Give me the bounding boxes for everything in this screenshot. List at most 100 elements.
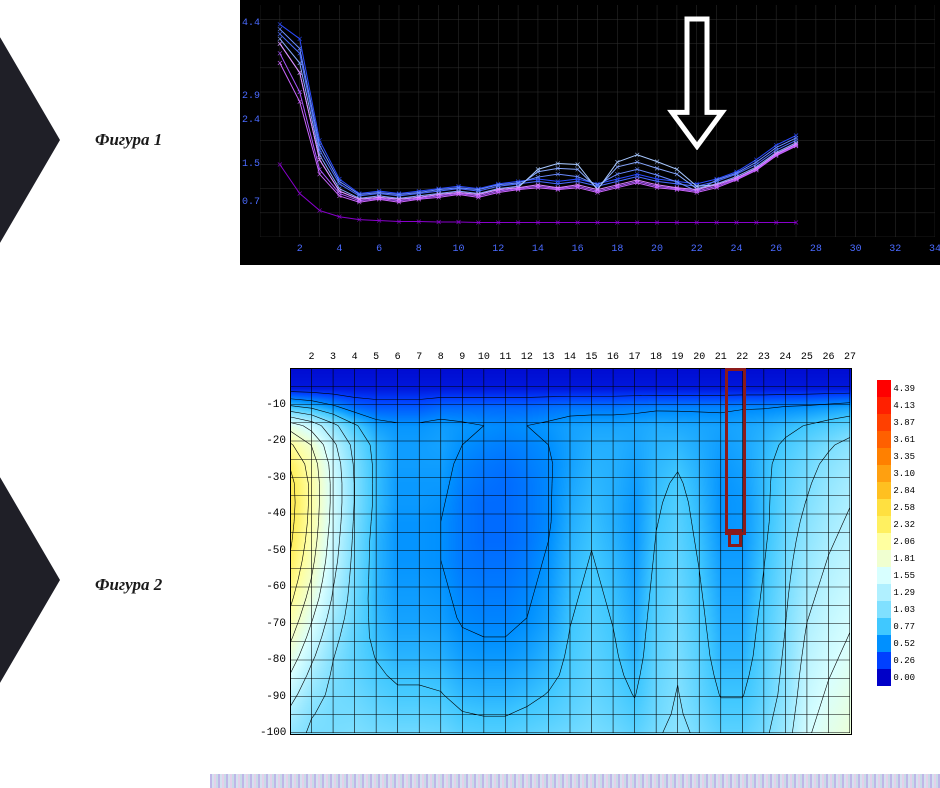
chart2-xtick: 25 xyxy=(801,352,813,363)
chart1-plot xyxy=(260,5,935,237)
chart2-xtick: 27 xyxy=(844,352,856,363)
chart1-xtick: 4 xyxy=(336,244,342,255)
figure1-caption: Фигура 1 xyxy=(95,130,162,150)
legend-label: 3.87 xyxy=(891,418,915,428)
legend-label: 3.61 xyxy=(891,435,915,445)
chart1-xtick: 30 xyxy=(850,244,862,255)
legend-row: 0.26 xyxy=(877,652,915,669)
chart2: -10-20-30-40-50-60-70-80-90-100 23456789… xyxy=(240,350,940,750)
chart2-xtick: 6 xyxy=(395,352,401,363)
chart1-xtick: 28 xyxy=(810,244,822,255)
chart2-ytick: -10 xyxy=(260,399,286,411)
legend-label: 3.10 xyxy=(891,469,915,479)
chart2-ytick: -30 xyxy=(260,472,286,484)
decor-chevron-bottom xyxy=(0,460,60,700)
chart1-xtick: 12 xyxy=(492,244,504,255)
legend-row: 4.13 xyxy=(877,397,915,414)
chart1-xtick: 24 xyxy=(730,244,742,255)
chart2-xtick: 21 xyxy=(715,352,727,363)
chart2-xtick: 20 xyxy=(693,352,705,363)
legend-row: 1.81 xyxy=(877,550,915,567)
chart2-xtick: 16 xyxy=(607,352,619,363)
chart2-xtick: 5 xyxy=(373,352,379,363)
chart2-ytick: -90 xyxy=(260,691,286,703)
chart2-xtick: 2 xyxy=(309,352,315,363)
chart2-marker-rect xyxy=(725,368,746,535)
chart2-ytick: -100 xyxy=(260,727,286,739)
legend-row: 2.84 xyxy=(877,482,915,499)
chart2-xtick: 10 xyxy=(478,352,490,363)
chart1-xtick: 6 xyxy=(376,244,382,255)
chart1-ytick: 4.4 xyxy=(242,18,260,29)
chart2-xtick: 14 xyxy=(564,352,576,363)
chart1-ytick: 1.5 xyxy=(242,159,260,170)
chart2-ytick: -50 xyxy=(260,545,286,557)
legend-row: 0.52 xyxy=(877,635,915,652)
chart1-xtick: 26 xyxy=(770,244,782,255)
chart2-ytick: -60 xyxy=(260,581,286,593)
legend-label: 0.77 xyxy=(891,622,915,632)
legend-row: 3.10 xyxy=(877,465,915,482)
chart2-xtick: 8 xyxy=(438,352,444,363)
chart1-xtick: 32 xyxy=(889,244,901,255)
chart1: 0.71.52.42.94.4 246810121416182022242628… xyxy=(240,0,940,265)
legend-row: 4.39 xyxy=(877,380,915,397)
legend-row: 0.00 xyxy=(877,669,915,686)
legend-label: 1.55 xyxy=(891,571,915,581)
legend-row: 3.61 xyxy=(877,431,915,448)
legend-label: 1.29 xyxy=(891,588,915,598)
chart2-xtick: 22 xyxy=(736,352,748,363)
chart1-xtick: 34 xyxy=(929,244,940,255)
chart2-xtick: 13 xyxy=(542,352,554,363)
chart2-xtick: 18 xyxy=(650,352,662,363)
legend-label: 4.13 xyxy=(891,401,915,411)
legend-row: 2.32 xyxy=(877,516,915,533)
chart2-xtick: 24 xyxy=(779,352,791,363)
chart2-xtick: 4 xyxy=(352,352,358,363)
chart2-xtick: 23 xyxy=(758,352,770,363)
chart1-xtick: 18 xyxy=(611,244,623,255)
legend-row: 1.29 xyxy=(877,584,915,601)
legend-label: 1.81 xyxy=(891,554,915,564)
chart2-xtick: 3 xyxy=(330,352,336,363)
chart2-overlay xyxy=(290,368,850,733)
chart2-marker-nub xyxy=(728,529,742,547)
chart2-xtick: 7 xyxy=(416,352,422,363)
chart1-xtick: 14 xyxy=(532,244,544,255)
legend-row: 0.77 xyxy=(877,618,915,635)
figure2-caption: Фигура 2 xyxy=(95,575,162,595)
legend-row: 3.35 xyxy=(877,448,915,465)
chart2-xtick: 9 xyxy=(459,352,465,363)
chart2-xtick: 11 xyxy=(499,352,511,363)
chart2-ytick: -80 xyxy=(260,654,286,666)
legend-label: 0.00 xyxy=(891,673,915,683)
chart2-xtick: 17 xyxy=(629,352,641,363)
chart2-xtick: 12 xyxy=(521,352,533,363)
chart2-legend: 4.39 4.13 3.87 3.61 3.35 3.10 2.84 2.58 2.32 2.06… xyxy=(877,380,915,686)
legend-row: 3.87 xyxy=(877,414,915,431)
decor-noise-bar xyxy=(210,774,940,788)
legend-label: 2.06 xyxy=(891,537,915,547)
chart2-xtick: 15 xyxy=(586,352,598,363)
legend-row: 2.06 xyxy=(877,533,915,550)
chart1-ytick: 2.4 xyxy=(242,115,260,126)
legend-label: 4.39 xyxy=(891,384,915,394)
chart2-ytick: -40 xyxy=(260,508,286,520)
chart1-xtick: 20 xyxy=(651,244,663,255)
legend-label: 0.26 xyxy=(891,656,915,666)
legend-label: 1.03 xyxy=(891,605,915,615)
chart1-xtick: 10 xyxy=(453,244,465,255)
chart1-xtick: 16 xyxy=(572,244,584,255)
chart1-ytick: 0.7 xyxy=(242,197,260,208)
chart1-ytick: 2.9 xyxy=(242,91,260,102)
chart2-ytick: -70 xyxy=(260,618,286,630)
legend-row: 1.03 xyxy=(877,601,915,618)
decor-chevron-top xyxy=(0,20,60,260)
chart1-xtick: 8 xyxy=(416,244,422,255)
legend-label: 2.58 xyxy=(891,503,915,513)
legend-label: 0.52 xyxy=(891,639,915,649)
chart2-ytick: -20 xyxy=(260,435,286,447)
chart1-xtick: 2 xyxy=(297,244,303,255)
chart2-xtick: 26 xyxy=(822,352,834,363)
legend-label: 3.35 xyxy=(891,452,915,462)
